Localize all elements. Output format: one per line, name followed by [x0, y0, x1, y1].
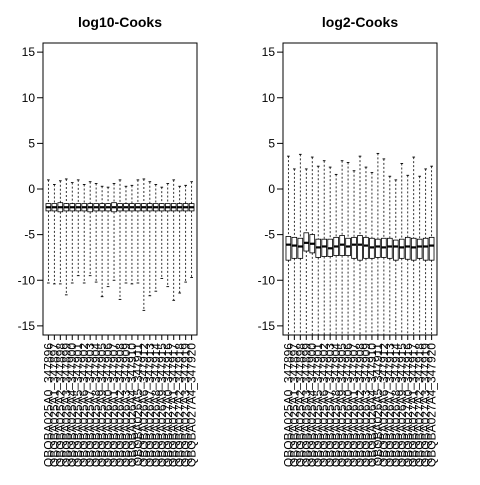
x-tick-label: QBQBA026A3_347909: [359, 343, 373, 467]
x-tick-label: QBQBA025A4_347900: [305, 343, 319, 467]
y-tick-label-2: 0: [268, 182, 275, 196]
y-tick-label-1: 15: [22, 45, 36, 59]
x-tick-label: QBQBA026A9_347915: [395, 343, 409, 467]
x-tick-label: QBQBA027A4_347920: [425, 343, 439, 467]
x-tick-label: QBQBA025A6_347902: [317, 343, 331, 467]
x-tick-label: QBQBA027A3_347919: [419, 343, 433, 467]
y-tick-label-2: 10: [262, 91, 276, 105]
x-tick-label: QBQBA025A2_347898: [53, 343, 67, 467]
box-iqr: [410, 237, 417, 261]
box-iqr: [416, 238, 423, 259]
x-tick-label: QBQBA025A9_347905: [95, 343, 109, 467]
x-tick-label: QBQBA025A4_347900: [65, 343, 79, 467]
x-tick-label: QBQBA025A6_347902: [77, 343, 91, 467]
box-iqr: [351, 236, 357, 259]
x-tick-label: QBQBA026A9_347915: [155, 343, 169, 467]
y-tick-label-2: 5: [268, 136, 275, 150]
y-tick-label-1: -10: [18, 273, 36, 287]
x-tick-label: QBQBA026A7_347913: [143, 343, 157, 467]
panel-title-1: log10-Cooks: [78, 14, 162, 30]
x-tick-label: QBQBA025A3_347899: [59, 343, 73, 467]
x-tick-label: QBQBA026A4_347910: [365, 343, 379, 467]
x-tick-label: QBQBA026A8_347914: [389, 343, 403, 467]
x-tick-label: QBQBA026A1_347907: [107, 343, 121, 467]
x-tick-label: QBQBA025A3_347899: [299, 343, 313, 467]
x-tick-label: QBQBA026A2_347908: [113, 343, 127, 467]
x-tick-label: QBQBA026A4_347910: [125, 343, 139, 467]
y-tick-label-2: -15: [258, 319, 276, 333]
x-tick-label: QBQBA026A8_347914: [149, 343, 163, 467]
x-tick-label: QBQBA025A7_347903: [83, 343, 97, 467]
x-tick-label: QBQBA026A6_347912: [137, 343, 151, 467]
x-tick-label: QBQBA026A2_347908: [353, 343, 367, 467]
x-tick-label: QBQBA026A5_347911: [131, 343, 145, 467]
box-iqr: [404, 236, 411, 260]
x-tick-label: QBQBA025A7_347903: [323, 343, 337, 467]
x-tick-label: QBQBA025A2_347898: [293, 343, 307, 467]
box-iqr: [398, 238, 405, 259]
x-tick-label: QBQBA026A3_347909: [119, 343, 133, 467]
box-iqr: [297, 237, 304, 259]
x-tick-label: QBQBA026A7_347913: [383, 343, 397, 467]
x-tick-label: QBQBA025A1_347897: [287, 343, 301, 467]
box-iqr: [357, 235, 363, 261]
y-tick-label-1: 0: [28, 182, 35, 196]
x-tick-label: QBQBA025A5_347901: [311, 343, 325, 467]
x-tick-label: QBQBA027A2_347918: [173, 343, 187, 467]
x-tick-label: QBQBA025A8_347904: [329, 343, 343, 467]
x-tick-label: QBQBA027A0_347916: [161, 343, 175, 467]
x-tick-label: QBQBA025A0_347896: [281, 343, 295, 467]
y-tick-label-1: -15: [18, 319, 36, 333]
box-iqr: [422, 237, 429, 261]
x-tick-label: QBQBA026A0_347906: [341, 343, 355, 467]
x-tick-label: QBQBA026A1_347907: [347, 343, 361, 467]
box-iqr: [291, 236, 298, 259]
y-tick-label-2: -10: [258, 273, 276, 287]
x-tick-label: QBQBA027A4_347920: [185, 343, 199, 467]
box-iqr: [387, 237, 393, 259]
box-iqr: [363, 236, 369, 259]
x-tick-label: QBQBA026A5_347911: [371, 343, 385, 467]
box-iqr: [393, 239, 399, 261]
x-tick-label: QBQBA027A1_347917: [167, 343, 181, 467]
x-tick-label: QBQBA027A0_347916: [401, 343, 415, 467]
x-tick-label: QBQBA027A1_347917: [407, 343, 421, 467]
y-tick-label-1: 10: [22, 91, 36, 105]
x-tick-label: QBQBA027A3_347919: [179, 343, 193, 467]
x-tick-label: QBQBA025A5_347901: [71, 343, 85, 467]
x-tick-label: QBQBA026A0_347906: [101, 343, 115, 467]
x-tick-label: QBQBA026A6_347912: [377, 343, 391, 467]
x-tick-label: QBQBA025A0_347896: [41, 343, 55, 467]
y-tick-label-1: 5: [28, 136, 35, 150]
box-iqr: [428, 236, 435, 261]
panel-title-2: log2-Cooks: [322, 14, 398, 30]
y-tick-label-1: -5: [24, 228, 35, 242]
x-tick-label: QBQBA027A2_347918: [413, 343, 427, 467]
y-tick-label-2: 15: [262, 45, 276, 59]
x-tick-label: QBQBA025A9_347905: [335, 343, 349, 467]
box-iqr: [321, 238, 327, 257]
box-iqr: [375, 238, 381, 258]
x-tick-label: QBQBA025A8_347904: [89, 343, 103, 467]
y-tick-label-2: -5: [264, 228, 275, 242]
box-iqr: [285, 236, 292, 261]
x-tick-label: QBQBA025A1_347897: [47, 343, 61, 467]
